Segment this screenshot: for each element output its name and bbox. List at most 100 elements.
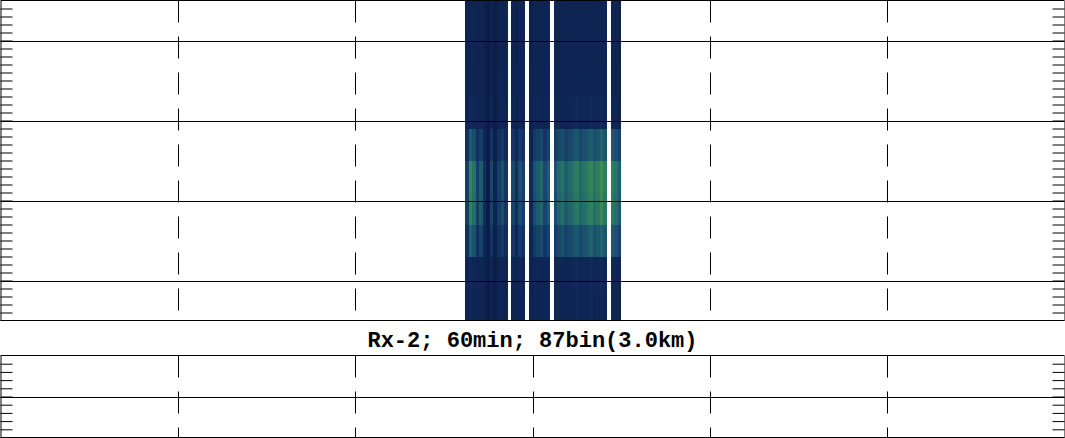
heat-cell xyxy=(497,1,501,33)
minor-tick-line xyxy=(1,137,13,138)
heat-cell xyxy=(483,257,487,289)
heat-cell xyxy=(564,33,568,65)
heat-cell xyxy=(511,129,515,161)
heat-cell xyxy=(529,193,533,225)
heat-cell xyxy=(561,289,565,321)
heat-cell xyxy=(600,225,604,257)
minor-tick xyxy=(1,380,13,381)
heat-cell xyxy=(501,1,505,33)
heat-cell xyxy=(561,257,565,289)
left-minor-axis xyxy=(1,356,13,438)
heat-cell xyxy=(476,97,480,129)
heat-cell xyxy=(536,1,540,33)
minor-tick-line xyxy=(1053,289,1065,290)
heat-cell xyxy=(504,193,508,225)
heat-cell xyxy=(589,193,593,225)
heat-cell xyxy=(479,161,483,193)
y-grid xyxy=(1,42,1065,282)
minor-tick xyxy=(1053,25,1065,26)
heat-cell xyxy=(493,97,497,129)
heat-cell xyxy=(497,97,501,129)
heat-cell xyxy=(479,1,483,33)
heat-cell xyxy=(589,97,593,129)
heat-cell xyxy=(614,97,618,129)
heat-cell xyxy=(593,257,597,289)
heat-cell xyxy=(579,129,583,161)
heat-cell xyxy=(529,33,533,65)
heat-cell xyxy=(472,65,476,97)
minor-tick xyxy=(1,297,13,298)
heat-cell xyxy=(618,289,622,321)
minor-tick-line xyxy=(1053,65,1065,66)
heat-cell xyxy=(501,289,505,321)
y-grid-line xyxy=(1,41,1065,42)
minor-tick-line xyxy=(1,193,13,194)
minor-tick xyxy=(1,249,13,250)
heat-cell xyxy=(504,257,508,289)
minor-tick xyxy=(1,405,13,406)
minor-tick-line xyxy=(1053,364,1065,365)
right-minor-axis xyxy=(1053,356,1065,438)
heat-cell xyxy=(554,129,558,161)
minor-tick-line xyxy=(1053,97,1065,98)
minor-tick-line xyxy=(1,405,13,406)
heat-cell xyxy=(486,129,490,161)
heat-cell xyxy=(490,289,494,321)
minor-tick xyxy=(1053,113,1065,114)
minor-tick xyxy=(1,429,13,430)
y-grid-line xyxy=(1,281,1065,282)
minor-tick-line xyxy=(1053,273,1065,274)
heat-cell xyxy=(589,161,593,193)
heat-cell xyxy=(575,289,579,321)
heat-cell xyxy=(533,161,537,193)
minor-tick xyxy=(1053,313,1065,314)
minor-tick-line xyxy=(1,372,13,373)
heat-cell xyxy=(618,97,622,129)
minor-tick xyxy=(1053,17,1065,18)
minor-tick-line xyxy=(1,305,13,306)
heat-cell xyxy=(522,225,526,257)
cells xyxy=(465,1,621,321)
y-grid-line xyxy=(1,201,1065,202)
minor-tick xyxy=(1,209,13,210)
heat-cell xyxy=(603,193,607,225)
heat-cell xyxy=(515,289,519,321)
frame-top xyxy=(1,0,1065,1)
minor-tick xyxy=(1,153,13,154)
minor-tick-line xyxy=(1,265,13,266)
minor-tick xyxy=(1,217,13,218)
heat-cell xyxy=(486,65,490,97)
heat-cell xyxy=(486,161,490,193)
minor-tick-line xyxy=(1,313,13,314)
heat-cell xyxy=(603,257,607,289)
frame-bottom xyxy=(1,437,1065,438)
heat-cell xyxy=(543,193,547,225)
minor-tick-line xyxy=(1053,105,1065,106)
heat-cell xyxy=(600,1,604,33)
heat-cell xyxy=(611,129,615,161)
heat-cell xyxy=(589,1,593,33)
heat-cell xyxy=(572,1,576,33)
heat-cell xyxy=(554,225,558,257)
minor-tick-line xyxy=(1053,421,1065,422)
heat-cell xyxy=(483,65,487,97)
heat-cell xyxy=(603,161,607,193)
minor-tick xyxy=(1,17,13,18)
heat-cell xyxy=(586,97,590,129)
heat-cell xyxy=(504,65,508,97)
heat-cell xyxy=(554,257,558,289)
heat-cell xyxy=(493,257,497,289)
minor-tick-line xyxy=(1053,129,1065,130)
minor-tick xyxy=(1053,201,1065,202)
heat-cell xyxy=(586,193,590,225)
heat-cell xyxy=(486,33,490,65)
minor-tick xyxy=(1053,305,1065,306)
heat-cell xyxy=(497,257,501,289)
minor-tick xyxy=(1,421,13,422)
minor-tick xyxy=(1053,273,1065,274)
minor-tick-line xyxy=(1053,233,1065,234)
heat-cell xyxy=(603,65,607,97)
heat-cell xyxy=(611,65,615,97)
heat-cell xyxy=(561,33,565,65)
minor-tick xyxy=(1,97,13,98)
